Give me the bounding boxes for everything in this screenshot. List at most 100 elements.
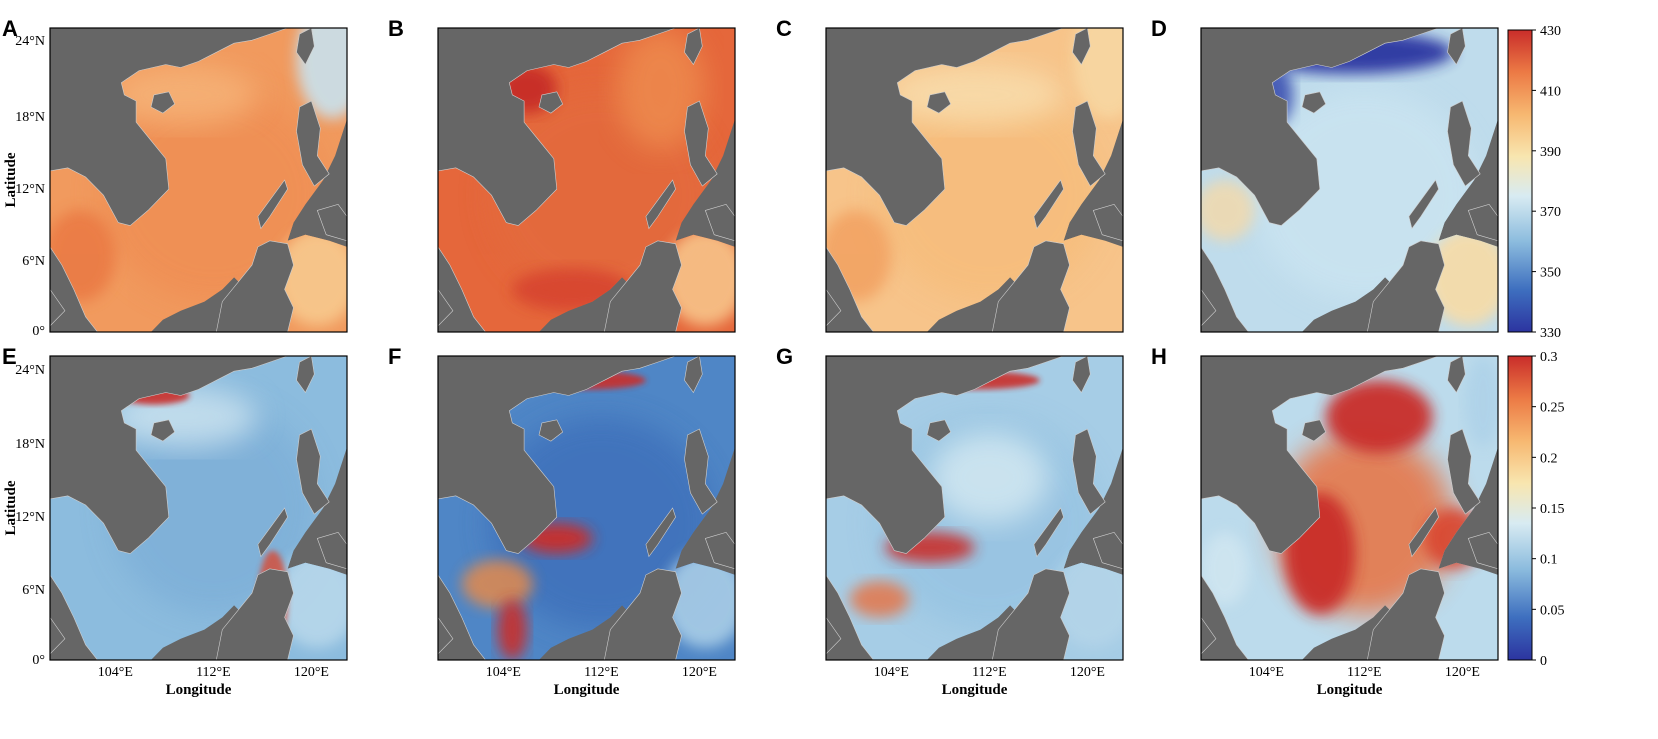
longitude-label: Longitude [554, 682, 620, 698]
panel-frame [825, 27, 1124, 333]
sumatra-tip [50, 616, 66, 655]
lat-tick-18n-bottom: 18°N [15, 437, 45, 452]
indochina-land [826, 28, 1064, 226]
longitude-label: Longitude [942, 682, 1008, 698]
palawan-island [1033, 179, 1064, 230]
colorbar-tick-label: 350 [1540, 266, 1561, 281]
colorbar-ramp [1507, 355, 1533, 661]
hainan-island [538, 419, 564, 442]
sumatra-tip [50, 288, 66, 327]
palawan-island [1408, 507, 1439, 558]
sumatra-tip [826, 616, 842, 655]
lon-tick: 112°E [1347, 665, 1382, 680]
palawan-island [257, 507, 288, 558]
panel-frame [1200, 355, 1499, 661]
map-field [50, 28, 347, 332]
field-blob [930, 432, 1049, 524]
lon-tick: 104°E [874, 665, 909, 680]
luzon-island [684, 428, 718, 515]
colorbar-tick-label: 0.15 [1540, 502, 1565, 517]
field-blob [1072, 28, 1123, 120]
field-blob [296, 28, 347, 120]
palawan-island [1033, 507, 1064, 558]
panel-label: E [2, 344, 17, 369]
field-blob [1465, 356, 1498, 448]
colorbar-tick-label: 0.2 [1540, 451, 1558, 466]
panel-frame [437, 355, 736, 661]
luzon-island [1072, 100, 1106, 187]
colorbar-2: 0.3 0.25 0.2 0.15 0.1 0.05 0 [1507, 350, 1565, 669]
mindanao-island [1467, 203, 1498, 242]
mindanao-island [316, 531, 347, 570]
map-field [826, 28, 1123, 332]
colorbar-tick-label: 390 [1540, 145, 1561, 160]
panel-f: F [388, 344, 736, 661]
lon-tick: 120°E [294, 665, 329, 680]
field-blob [1325, 380, 1433, 454]
lon-tick: 112°E [584, 665, 619, 680]
latitude-label-bottom: Latitude [3, 480, 19, 535]
mindanao-island [316, 203, 347, 242]
borneo-land [1366, 240, 1445, 332]
borneo-land [603, 568, 682, 660]
luzon-island [296, 428, 330, 515]
map-field [438, 356, 735, 660]
borneo-land [991, 240, 1070, 332]
luzon-island [1072, 428, 1106, 515]
field-blob [885, 64, 1064, 126]
field-blob [1201, 180, 1255, 241]
sumatra-tip [438, 288, 454, 327]
field-blob [1426, 228, 1498, 326]
field-blob [275, 228, 347, 326]
palawan-island [257, 179, 288, 230]
panel-frame [437, 27, 736, 333]
lat-tick-24n: 24°N [15, 34, 45, 49]
palawan-island [1408, 179, 1439, 230]
taiwan-island [1447, 356, 1466, 394]
mindanao-island [704, 203, 735, 242]
lat-tick-0-bottom: 0° [32, 653, 45, 668]
field-blob [663, 228, 735, 326]
sumatra-tip [438, 616, 454, 655]
colorbar-tick-label: 370 [1540, 205, 1561, 220]
luzon-island [684, 100, 718, 187]
lon-tick: 104°E [486, 665, 521, 680]
longitude-label: Longitude [166, 682, 232, 698]
panel-label: C [776, 16, 792, 41]
panel-label: G [776, 344, 793, 369]
lat-tick-0: 0° [32, 324, 45, 339]
field-blob [1051, 550, 1123, 648]
taiwan-island [684, 28, 703, 66]
map-field [826, 356, 1123, 660]
lon-tick: 120°E [682, 665, 717, 680]
hainan-island [1301, 91, 1327, 114]
borneo-land [603, 240, 682, 332]
mindanao-island [1092, 203, 1123, 242]
hainan-island [926, 91, 952, 114]
map-panels: A B C D E F G H [2, 16, 1499, 661]
panel-b: B [388, 16, 736, 333]
sumatra-tip [826, 288, 842, 327]
map-field [438, 28, 735, 332]
taiwan-island [1072, 28, 1091, 66]
colorbar-1: 430 410 390 370 350 330 [1507, 24, 1561, 341]
luzon-island [1447, 428, 1481, 515]
field-blob [275, 550, 347, 648]
field-blob [616, 28, 706, 150]
colorbar-tick-label: 0.3 [1540, 350, 1558, 365]
sumatra-tip [1201, 288, 1217, 327]
panel-frame [825, 355, 1124, 661]
indochina-land [1201, 356, 1439, 554]
field-blob [461, 559, 533, 609]
panel-label: H [1151, 344, 1167, 369]
panel-frame [1200, 27, 1499, 333]
colorbars: 430 410 390 370 350 330 0.3 0.25 0.2 0.15 0.1 0.05 0 [1507, 24, 1565, 669]
lon-tick: 120°E [1445, 665, 1480, 680]
sea-field [438, 28, 735, 332]
colorbar-tick-label: 330 [1540, 326, 1561, 341]
colorbar-ramp [1507, 29, 1533, 333]
indochina-land [50, 356, 288, 554]
sea-field [826, 356, 1123, 660]
indochina-land [438, 356, 676, 554]
indochina-land [826, 356, 1064, 554]
